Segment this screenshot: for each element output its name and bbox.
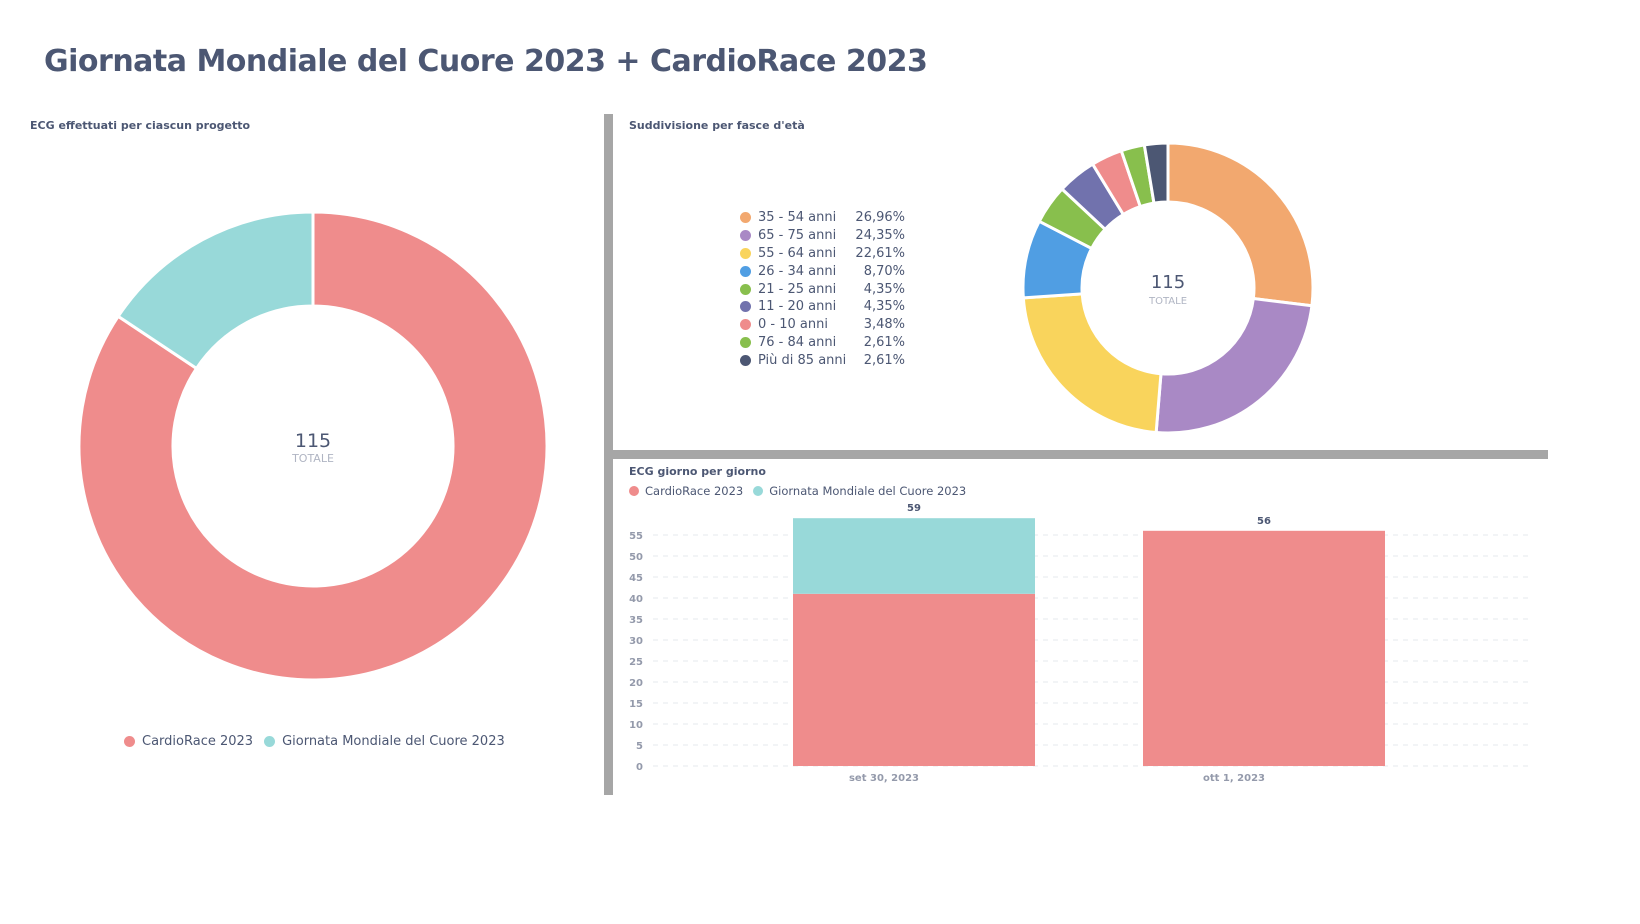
card-title-ecg-per-day: ECG giorno per giorno xyxy=(629,465,766,478)
legend-dot xyxy=(740,319,751,331)
bar-total-label: 56 xyxy=(1257,516,1271,527)
card-title-ecg-per-project: ECG effettuati per ciascun progetto xyxy=(30,119,251,132)
y-tick-label: 0 xyxy=(636,762,643,773)
age-legend-item[interactable]: 76 - 84 anni 2,61% xyxy=(740,334,905,352)
legend-dot xyxy=(740,212,751,224)
legend-dot xyxy=(740,301,751,313)
legend-label-giornata[interactable]: Giornata Mondiale del Cuore 2023 xyxy=(282,734,505,749)
vertical-divider xyxy=(604,114,613,795)
age-legend-label: 26 - 34 anni xyxy=(758,263,837,279)
legend-dot xyxy=(629,486,639,496)
bar-segment[interactable] xyxy=(793,593,1035,766)
age-legend-label: 0 - 10 anni xyxy=(758,317,828,333)
age-legend-label: 21 - 25 anni xyxy=(758,281,837,297)
legend-dot xyxy=(740,265,751,277)
y-tick-label: 10 xyxy=(629,720,643,731)
age-legend-item[interactable]: 55 - 64 anni 22,61% xyxy=(740,245,905,263)
legend-label: Giornata Mondiale del Cuore 2023 xyxy=(769,484,967,498)
legend-dot xyxy=(740,336,751,348)
age-legend-percent: 24,35% xyxy=(855,228,905,244)
legend-dot xyxy=(740,354,751,366)
y-tick-label: 20 xyxy=(629,678,643,689)
age-donut-slice[interactable] xyxy=(1142,141,1170,205)
age-legend-item[interactable]: 26 - 34 anni 8,70% xyxy=(740,262,905,280)
legend-dot xyxy=(740,283,751,295)
y-tick-label: 45 xyxy=(629,573,643,584)
age-donut-slice[interactable] xyxy=(1021,292,1163,435)
y-tick-label: 5 xyxy=(636,741,643,752)
age-legend-item[interactable]: 21 - 25 anni 4,35% xyxy=(740,280,905,298)
age-legend-item[interactable]: 65 - 75 anni 24,35% xyxy=(740,227,905,245)
age-legend-label: 55 - 64 anni xyxy=(758,245,837,261)
age-legend-label: 76 - 84 anni xyxy=(758,334,837,350)
age-legend-percent: 26,96% xyxy=(855,210,905,226)
bar-legend-item-cardiorace[interactable]: CardioRace 2023 xyxy=(629,484,743,498)
age-legend-item[interactable]: 0 - 10 anni 3,48% xyxy=(740,316,905,334)
project-donut-chart: 115 TOTALE xyxy=(77,210,549,682)
project-legend: CardioRace 2023 Giornata Mondiale del Cu… xyxy=(124,734,505,749)
x-tick-label: ott 1, 2023 xyxy=(1203,773,1265,784)
card-title-age-groups: Suddivisione per fasce d'età xyxy=(629,119,805,132)
legend-label: CardioRace 2023 xyxy=(645,484,744,498)
age-legend: 35 - 54 anni 26,96% 65 - 75 anni 24,35% 55… xyxy=(740,209,905,369)
y-tick-label: 30 xyxy=(629,636,643,647)
legend-dot xyxy=(753,486,764,496)
legend-dot xyxy=(740,247,751,259)
donut-total-label: TOTALE xyxy=(1148,296,1187,307)
legend-dot xyxy=(740,230,751,242)
age-legend-item[interactable]: 35 - 54 anni 26,96% xyxy=(740,209,905,227)
donut-total-value: 115 xyxy=(295,430,331,452)
daily-bar-chart: 0 5 10 15 20 25 30 35 40 45 50 55 59 56 set 30, 2023… xyxy=(629,503,1528,784)
horizontal-divider xyxy=(613,450,1548,459)
legend-label-cardiorace[interactable]: CardioRace 2023 xyxy=(142,734,254,749)
project-donut-slice[interactable] xyxy=(116,210,315,371)
age-legend-percent: 2,61% xyxy=(863,334,905,350)
age-legend-percent: 4,35% xyxy=(863,299,905,315)
bar-total-label: 59 xyxy=(907,503,921,514)
donut-total-value: 115 xyxy=(1151,272,1185,293)
age-legend-label: 65 - 75 anni xyxy=(758,228,837,244)
bar-legend: CardioRace 2023 Giornata Mondiale del Cu… xyxy=(629,484,976,498)
age-legend-percent: 2,61% xyxy=(863,352,905,368)
project-donut-slice[interactable] xyxy=(77,210,549,682)
age-donut-slice[interactable] xyxy=(1154,296,1314,435)
age-legend-percent: 3,48% xyxy=(863,317,905,333)
page-title: Giornata Mondiale del Cuore 2023 + Cardi… xyxy=(44,44,928,79)
legend-dot-cardiorace xyxy=(124,736,135,747)
y-tick-label: 40 xyxy=(629,594,643,605)
y-tick-label: 35 xyxy=(629,615,643,626)
y-tick-label: 15 xyxy=(629,699,643,710)
age-legend-percent: 22,61% xyxy=(855,245,905,261)
y-tick-label: 55 xyxy=(629,531,643,542)
age-legend-label: 35 - 54 anni xyxy=(758,210,837,226)
donut-total-label: TOTALE xyxy=(291,452,334,465)
y-tick-label: 50 xyxy=(629,552,643,563)
age-legend-percent: 4,35% xyxy=(863,281,905,297)
age-legend-label: Più di 85 anni xyxy=(758,352,847,368)
bar-legend-item-giornata[interactable]: Giornata Mondiale del Cuore 2023 xyxy=(753,484,966,498)
age-legend-percent: 8,70% xyxy=(863,263,905,279)
age-legend-item[interactable]: Più di 85 anni 2,61% xyxy=(740,351,905,369)
age-legend-label: 11 - 20 anni xyxy=(758,299,837,315)
legend-dot-giornata xyxy=(264,736,276,747)
age-legend-item[interactable]: 11 - 20 anni 4,35% xyxy=(740,298,905,316)
y-tick-label: 25 xyxy=(629,657,643,668)
age-donut-chart: 115 TOTALE xyxy=(1021,141,1315,435)
age-donut-slice[interactable] xyxy=(1166,141,1315,308)
bar-segment[interactable] xyxy=(793,518,1035,594)
bar-segment[interactable] xyxy=(1143,530,1385,766)
x-tick-label: set 30, 2023 xyxy=(849,773,919,784)
